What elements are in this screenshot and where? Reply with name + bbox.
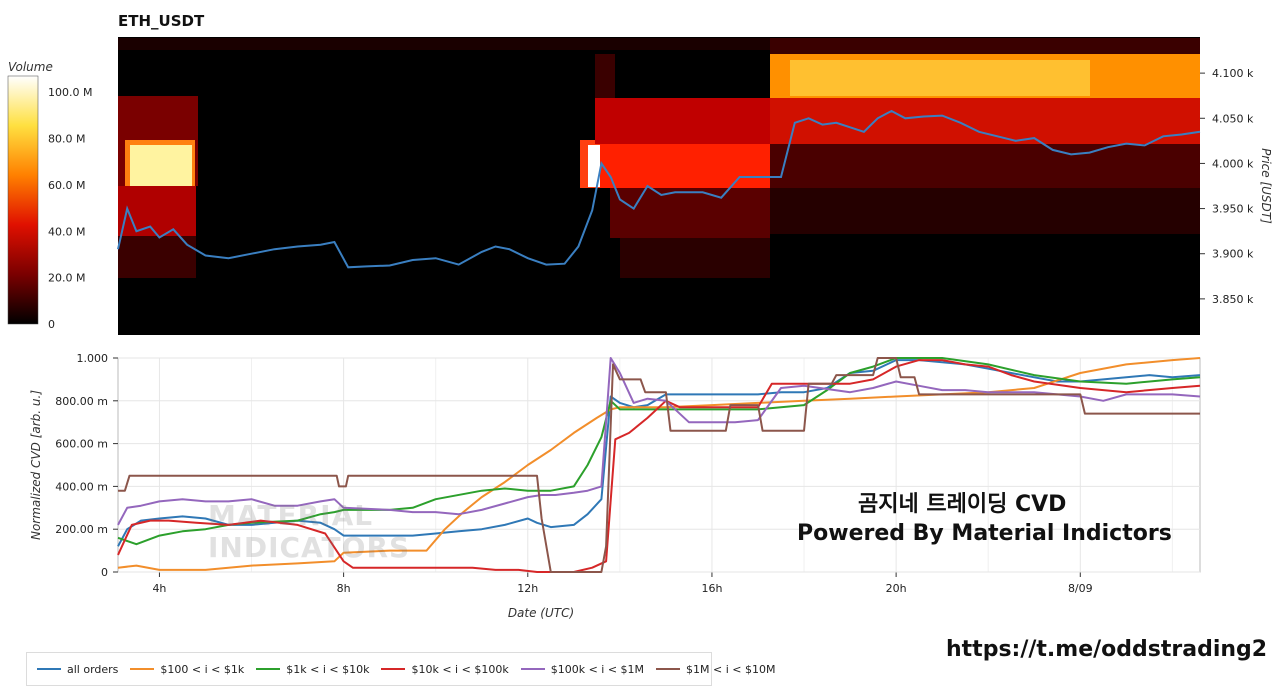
cvd-y-tick-label: 1.000 (77, 352, 109, 365)
cvd-x-tick-label: 16h (701, 582, 722, 595)
colorbar (7, 75, 39, 325)
legend-swatch (130, 668, 155, 670)
price-axis-tick-label: 3.900 k (1212, 248, 1254, 261)
legend-swatch (37, 668, 61, 670)
cvd-x-tick-label: 12h (517, 582, 538, 595)
heatmap-cell (770, 38, 1200, 54)
colorbar-tick-label: 20.0 M (48, 272, 85, 285)
price-axis-tick-label: 3.950 k (1212, 203, 1254, 216)
cvd-series (117, 357, 1201, 573)
legend-item[interactable]: $1k < i < $10k (256, 663, 369, 676)
price-axis-label: Price [USDT] (1259, 148, 1273, 224)
price-line (117, 109, 1201, 269)
cvd-series-line (117, 357, 1201, 526)
legend-swatch (381, 668, 406, 670)
legend-label: $100k < i < $1M (550, 662, 645, 676)
legend-swatch (656, 668, 681, 670)
heatmap-cell (595, 98, 770, 144)
heatmap-cell (600, 144, 770, 188)
overlay-subtitle: Powered By Material Indictors (797, 521, 1172, 546)
price-axis-tick-label: 4.000 k (1212, 157, 1254, 170)
cvd-series-line (117, 357, 1201, 571)
colorbar-tick-label: 60.0 M (48, 179, 85, 192)
watermark-line1: MATERIAL (208, 499, 374, 532)
legend-item[interactable]: $1M < i < $10M (656, 663, 775, 676)
cvd-x-tick-label: 20h (886, 582, 907, 595)
price-axis-tick-label: 3.850 k (1212, 293, 1254, 306)
cvd-series-line (117, 359, 1201, 573)
cvd-series-line (118, 357, 1200, 573)
watermark-line2: INDICATORS (208, 531, 411, 564)
colorbar-tick-label: 80.0 M (48, 133, 85, 146)
colorbar-tick-label: 40.0 M (48, 225, 85, 238)
heatmap-title: ETH_USDT (118, 12, 205, 30)
cvd-y-tick-label: 400.00 m (55, 480, 108, 493)
colorbar-label: Volume (8, 60, 53, 74)
price-axis-tick-label: 4.050 k (1212, 112, 1254, 125)
legend-label: $10k < i < $100k (411, 662, 509, 676)
overlay-title: 곰지네 트레이딩 CVD (858, 492, 1067, 517)
colorbar-tick-label: 0 (48, 318, 55, 331)
colorbar-tick-label: 100.0 M (48, 86, 92, 99)
cvd-x-tick-label: 8/09 (1068, 582, 1093, 595)
heatmap-cell (610, 188, 770, 238)
legend-label: $1M < i < $10M (686, 662, 776, 676)
legend: all orders $100 < i < $1k $1k < i < $10k $1… (26, 652, 775, 686)
legend-swatch (520, 668, 545, 670)
legend-item[interactable]: all orders (37, 663, 118, 676)
heatmap-cell (770, 144, 1200, 188)
watermark-logo: MATERIAL INDICATORS (208, 500, 410, 564)
cvd-x-tick-label: 4h (152, 582, 166, 595)
heatmap-cell (770, 188, 1200, 234)
cvd-x-axis-label: Date (UTC) (508, 606, 574, 620)
legend-label: all orders (67, 662, 119, 676)
chart-canvas: ETH_USDT 4.100 k 4.050 k 4.000 k 3.950 k 3.90… (7, 12, 1273, 620)
legend-item[interactable]: $10k < i < $100k (381, 662, 509, 676)
heatmap-cell (770, 98, 1200, 144)
overlay-url: https://t.me/oddstrading2 (946, 637, 1268, 662)
heatmap-cells (118, 38, 1200, 278)
heatmap-cell (595, 54, 615, 98)
heatmap-cell (620, 238, 770, 278)
heatmap-cell (118, 186, 196, 236)
legend-item[interactable]: $100k < i < $1M (520, 662, 645, 676)
cvd-y-tick-label: 200.00 m (55, 523, 108, 536)
legend-label: $1k < i < $10k (286, 662, 370, 676)
heatmap-cell (790, 60, 1090, 96)
cvd-y-axis-label: Normalized CVD [arb. u.] (29, 390, 43, 540)
legend-label: $100 < i < $1k (160, 662, 245, 676)
legend-swatch (256, 668, 281, 670)
cvd-y-tick-label: 800.00 m (55, 395, 108, 408)
cvd-y-tick-label: 600.00 m (55, 438, 108, 451)
legend-item[interactable]: $100 < i < $1k (130, 663, 244, 676)
heatmap-cell (130, 145, 192, 187)
cvd-y-tick-label: 0 (101, 566, 108, 579)
price-axis-tick-label: 4.100 k (1212, 67, 1254, 80)
heatmap-cell (118, 236, 196, 278)
cvd-x-tick-label: 8h (337, 582, 351, 595)
